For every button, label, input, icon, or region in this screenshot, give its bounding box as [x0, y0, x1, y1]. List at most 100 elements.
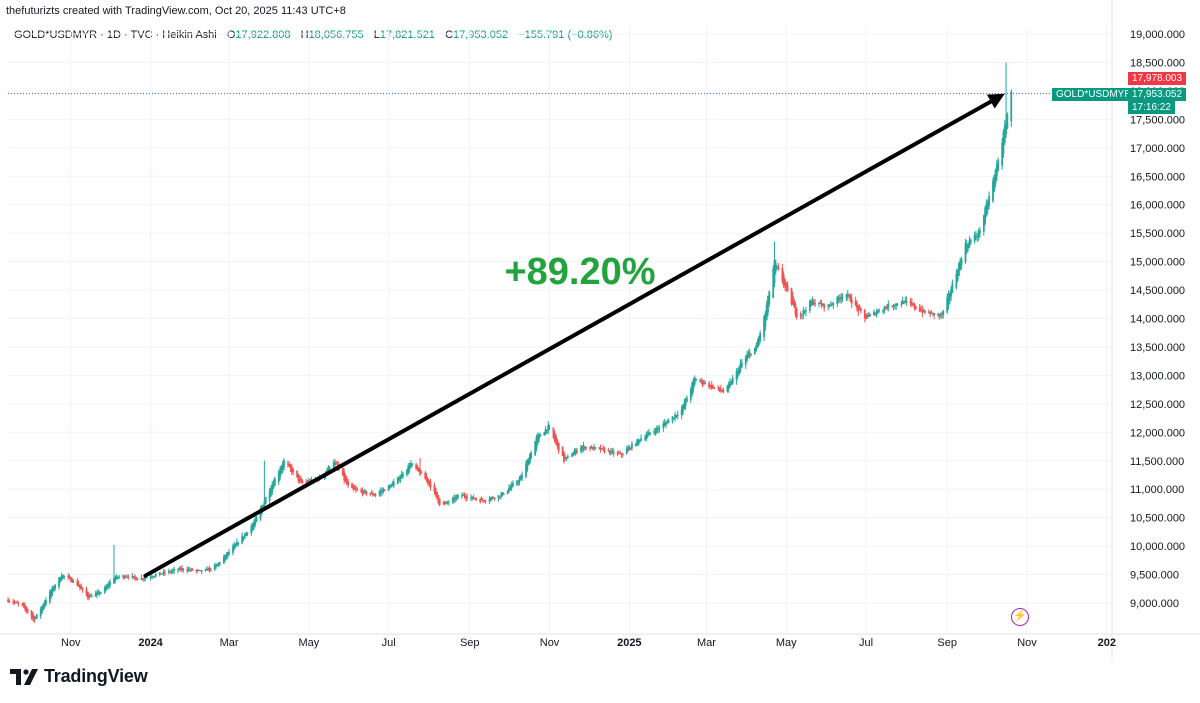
candle-body: [552, 427, 555, 438]
candle-body: [204, 569, 207, 571]
candle-body: [772, 268, 775, 298]
candle-body: [387, 485, 390, 491]
candle-body: [692, 380, 695, 389]
candle-body: [750, 353, 752, 355]
candle-body: [345, 478, 348, 485]
candle-body: [462, 494, 465, 496]
candle-body: [992, 181, 994, 202]
candle-body: [424, 472, 427, 480]
candle-body: [281, 464, 284, 470]
symbol-info[interactable]: GOLD*USDMYR · 1D · TVC · Heikin Ashi: [14, 29, 217, 41]
candle-body: [364, 491, 366, 493]
candle-body: [283, 460, 285, 468]
candle-body: [644, 437, 646, 440]
candle-body: [581, 446, 584, 450]
candle-body: [169, 571, 172, 573]
candle-body: [655, 427, 658, 432]
candle-body: [182, 568, 185, 570]
candle-body: [332, 461, 335, 469]
candle-body: [80, 586, 83, 589]
candle-body: [1010, 91, 1013, 122]
candle-body: [782, 274, 785, 285]
candle-body: [416, 466, 419, 469]
candle-body: [383, 490, 386, 492]
candle-body: [818, 302, 820, 304]
candle-body: [290, 466, 293, 473]
flash-icon[interactable]: ⚡: [1011, 608, 1029, 626]
candle-body: [454, 498, 457, 500]
candle-body: [739, 363, 742, 371]
chart-credit: thefuturizts created with TradingView.co…: [6, 5, 346, 17]
candle-body: [938, 314, 941, 316]
candle-body: [328, 467, 331, 469]
candle-body: [854, 301, 857, 305]
candle-body: [353, 487, 356, 490]
candle-body: [726, 385, 729, 392]
high-label: H: [300, 29, 309, 41]
candle-body: [699, 380, 701, 382]
tradingview-logo-icon: [10, 668, 38, 685]
tradingview-logo[interactable]: TradingView: [10, 666, 148, 687]
candle-body: [43, 601, 46, 607]
candle-body: [406, 469, 408, 476]
candle-body: [411, 463, 414, 466]
tradingview-brand: TradingView: [44, 666, 148, 686]
candle-body: [859, 308, 862, 312]
candle-body: [381, 490, 384, 492]
candle-body: [277, 472, 280, 483]
candle-body: [608, 450, 611, 454]
candle-body: [483, 500, 486, 502]
candle-body: [58, 577, 60, 587]
candle-body: [763, 316, 765, 337]
candle-body: [198, 569, 200, 571]
candle-body: [845, 294, 848, 298]
candle-body: [795, 309, 798, 318]
candle-body: [634, 444, 637, 446]
candle-body: [21, 603, 24, 605]
candle-body: [850, 298, 853, 304]
candle-body: [969, 239, 972, 244]
candle-body: [474, 498, 476, 500]
candle-body: [636, 439, 639, 446]
candle-body: [900, 303, 903, 305]
candle-body: [754, 347, 756, 355]
candle-body: [942, 310, 945, 316]
candle-body: [684, 398, 687, 406]
candle-body: [162, 571, 165, 574]
y-tick-label: 18,500.000: [1130, 57, 1185, 69]
candle-body: [126, 576, 128, 578]
y-tick-label: 11,000.000: [1130, 484, 1184, 496]
candle-body: [975, 235, 977, 239]
candle-body: [39, 608, 42, 617]
candle-body: [133, 576, 136, 578]
candle-body: [802, 310, 805, 315]
candle-body: [34, 617, 37, 619]
candle-body: [594, 447, 597, 449]
candle-body: [41, 606, 43, 613]
candle-body: [960, 258, 963, 265]
candle-body: [292, 469, 295, 472]
x-tick-label: 202: [1098, 637, 1116, 649]
candle-body: [351, 483, 353, 489]
candle-body: [713, 386, 716, 388]
candle-body: [118, 576, 121, 578]
candle-body: [841, 296, 844, 299]
candle-body: [869, 314, 871, 317]
candle-body: [764, 313, 767, 327]
candle-body: [300, 479, 302, 483]
arrow-shaft: [143, 99, 993, 578]
candle-body: [913, 304, 916, 309]
x-tick-label: May: [298, 637, 319, 649]
candle-body: [535, 436, 538, 449]
y-tick-label: 15,500.000: [1130, 228, 1185, 240]
candle-body: [727, 383, 730, 389]
candle-body: [914, 306, 917, 309]
candle-body: [365, 491, 368, 495]
candle-body: [747, 353, 750, 358]
candle-body: [396, 477, 399, 484]
candle-body: [904, 300, 907, 303]
candle-body: [667, 420, 670, 423]
y-tick-label: 15,000.000: [1130, 257, 1185, 269]
candle-body: [873, 311, 875, 316]
